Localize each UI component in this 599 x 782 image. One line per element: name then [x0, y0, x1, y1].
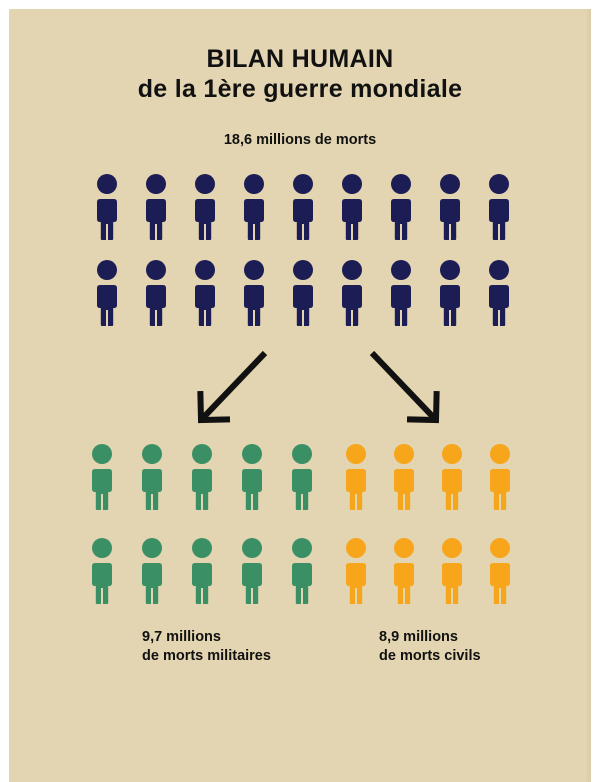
person-icon-total [293, 174, 313, 240]
person-icon-total [97, 260, 117, 326]
title-line-2: de la 1ère guerre mondiale [137, 75, 463, 103]
person-icon-civil [442, 538, 462, 604]
person-icon-military [142, 538, 162, 604]
civil-icon-group [346, 444, 510, 604]
civil-value: 8,9 millions [379, 629, 458, 645]
person-icon-civil [490, 538, 510, 604]
total-label: 18,6 millions de morts [223, 132, 377, 148]
military-icon-group [92, 444, 312, 604]
person-icon-total [146, 260, 166, 326]
person-icon-total [342, 260, 362, 326]
person-icon-civil [394, 538, 414, 604]
person-icon-total [244, 174, 264, 240]
person-icon-military [192, 444, 212, 510]
military-label: 9,7 millions de morts militaires [142, 628, 271, 666]
civil-label: 8,9 millions de morts civils [379, 628, 481, 666]
person-icon-military [192, 538, 212, 604]
arrow-right-head [406, 390, 440, 424]
person-icon-civil [490, 444, 510, 510]
person-icon-total [97, 174, 117, 240]
person-icon-total [146, 174, 166, 240]
person-icon-civil [346, 538, 366, 604]
arrow-left-head [197, 390, 231, 424]
person-icon-total [489, 260, 509, 326]
infographic-card: BILAN HUMAIN de la 1ère guerre mondiale … [9, 9, 591, 782]
pictogram-chart [92, 174, 510, 604]
person-icon-military [92, 538, 112, 604]
title-line-1: BILAN HUMAIN [206, 45, 394, 73]
person-icon-total [244, 260, 264, 326]
person-icon-total [293, 260, 313, 326]
person-icon-military [92, 444, 112, 510]
person-icon-total [440, 260, 460, 326]
person-icon-military [142, 444, 162, 510]
person-icon-civil [394, 444, 414, 510]
military-caption: de morts militaires [142, 648, 271, 664]
person-icon-total [391, 174, 411, 240]
person-icon-military [292, 538, 312, 604]
civil-caption: de morts civils [379, 648, 481, 664]
person-icon-total [489, 174, 509, 240]
arrow-right-shaft [369, 350, 439, 423]
person-icon-total [342, 174, 362, 240]
arrows [197, 350, 440, 424]
person-icon-civil [442, 444, 462, 510]
military-value: 9,7 millions [142, 629, 221, 645]
person-icon-military [242, 444, 262, 510]
person-icon-military [242, 538, 262, 604]
arrow-left-shaft [198, 350, 268, 423]
total-icon-group [97, 174, 509, 326]
person-icon-total [195, 260, 215, 326]
person-icon-civil [346, 444, 366, 510]
person-icon-total [440, 174, 460, 240]
person-icon-total [391, 260, 411, 326]
person-icon-total [195, 174, 215, 240]
person-icon-military [292, 444, 312, 510]
